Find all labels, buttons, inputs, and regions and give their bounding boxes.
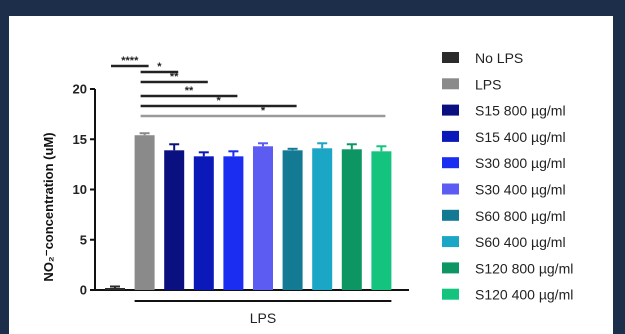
bar-7	[282, 150, 303, 290]
y-tick-label: 15	[73, 132, 87, 147]
legend-label-9: S120 800 µg/ml	[475, 260, 573, 276]
legend-label-1: No LPS	[475, 50, 523, 66]
legend-swatch-3	[442, 104, 459, 116]
legend-label-6: S30 400 µg/ml	[475, 182, 566, 198]
bar-3	[164, 150, 185, 290]
legend-label-3: S15 800 µg/ml	[475, 103, 566, 119]
significance-label: **	[170, 71, 179, 83]
bar-10	[371, 151, 392, 290]
legend-label-7: S60 800 µg/ml	[475, 208, 566, 224]
legend-swatch-10	[442, 288, 459, 300]
y-tick-label: 0	[80, 283, 87, 298]
legend-label-5: S30 800 µg/ml	[475, 155, 566, 171]
legend-swatch-5	[442, 157, 459, 169]
bar-6	[253, 146, 273, 290]
bar-2	[134, 135, 155, 290]
svg-text:NO₂⁻concentration (uM): NO₂⁻concentration (uM)	[41, 132, 56, 281]
legend-label-4: S15 400 µg/ml	[475, 129, 566, 145]
lps-group-label: LPS	[250, 310, 276, 326]
legend-swatch-8	[442, 236, 459, 248]
bar-5	[223, 156, 244, 290]
y-tick-label: 10	[73, 182, 87, 197]
figure-panel: NO₂⁻concentration (uM) 0 5 10 15 20 LPS **** * *…	[9, 16, 613, 334]
legend-swatch-7	[442, 209, 459, 221]
significance-label: *	[216, 95, 221, 107]
legend-swatch-4	[442, 130, 459, 142]
bar-4	[193, 156, 214, 290]
y-axis-title-text: NO₂⁻concentration (uM)	[41, 132, 56, 281]
bar-8	[312, 148, 333, 290]
legend-swatch-2	[442, 78, 459, 90]
significance-label: ****	[121, 55, 139, 67]
significance-label: *	[157, 61, 162, 73]
legend-label-8: S60 400 µg/ml	[475, 234, 566, 250]
legend-label-2: LPS	[475, 76, 501, 92]
significance-label: *	[261, 105, 266, 117]
legend-label-10: S120 400 µg/ml	[475, 287, 573, 303]
legend-swatch-9	[442, 262, 459, 274]
y-tick-label: 5	[80, 232, 87, 247]
y-tick-label: 20	[73, 82, 87, 97]
legend-swatch-6	[442, 183, 459, 195]
bar-1	[105, 287, 125, 290]
significance-label: **	[185, 85, 194, 97]
bar-9	[341, 149, 362, 290]
legend-swatch-1	[442, 52, 459, 63]
y-axis-title: NO₂⁻concentration (uM)	[41, 132, 56, 281]
